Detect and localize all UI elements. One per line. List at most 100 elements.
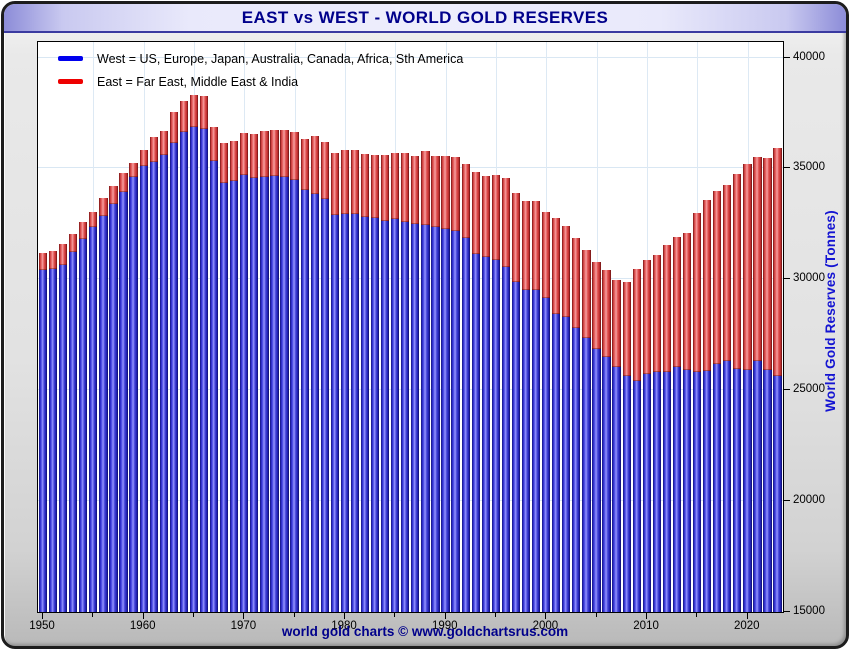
bar-1969-west — [230, 180, 239, 612]
bar-1955-west — [89, 227, 98, 612]
bar-2000-east — [542, 211, 551, 299]
bar-1994-west — [481, 257, 490, 612]
bar-2008-east — [622, 281, 631, 376]
bar-1956-west — [99, 216, 108, 612]
bar-1959-west — [129, 177, 138, 612]
x-tick-label-2010: 2010 — [633, 620, 659, 632]
x-major-tick-1990 — [444, 613, 446, 619]
bar-1983-west — [370, 218, 380, 612]
bar-1975-east — [290, 132, 299, 180]
bar-2017-west — [713, 363, 722, 612]
bar-1970 — [239, 42, 249, 612]
bar-1962-west — [159, 155, 168, 612]
bar-2015-east — [692, 213, 702, 373]
bar-2019 — [732, 42, 742, 612]
bar-1964-east — [179, 101, 189, 132]
bar-1973-east — [270, 129, 279, 177]
bar-1957 — [108, 42, 118, 612]
bar-2012-west — [662, 372, 672, 612]
x-tick-label-1970: 1970 — [230, 620, 257, 632]
bar-1964-west — [179, 131, 189, 612]
bar-1971-west — [250, 178, 259, 612]
bar-2000-west — [542, 298, 551, 612]
bar-2001-west — [552, 313, 561, 612]
x-minor-tick-1975 — [293, 613, 295, 617]
bar-1995-east — [491, 175, 500, 261]
bar-1979 — [330, 42, 340, 612]
bar-1967-east — [209, 127, 219, 161]
bar-1982-west — [360, 217, 370, 612]
bar-2004-east — [582, 249, 591, 339]
legend-item-east: East = Far East, Middle East & India — [58, 70, 463, 93]
bar-1997-east — [511, 192, 521, 282]
y-tick-label-15000: 15000 — [793, 605, 825, 617]
bar-2021-west — [753, 361, 762, 612]
bar-1962-east — [159, 130, 168, 156]
bar-1992-east — [461, 164, 470, 239]
bar-2016-east — [703, 199, 712, 372]
bar-2011 — [652, 42, 662, 612]
x-tick-label-2020: 2020 — [733, 620, 760, 632]
bar-2021-east — [753, 156, 762, 362]
bar-1978-east — [320, 141, 329, 200]
y-tick-label-25000: 25000 — [793, 383, 825, 396]
bar-2003-east — [572, 237, 581, 329]
bar-1988-west — [421, 224, 430, 612]
legend-east-label: East = Far East, Middle East & India — [97, 74, 299, 89]
x-major-tick-1970 — [243, 613, 245, 619]
bar-1986-west — [401, 221, 410, 612]
bar-1971 — [249, 42, 259, 612]
y-tick-35000 — [784, 167, 790, 169]
bar-1978-west — [320, 199, 329, 612]
h-gridline — [38, 56, 783, 58]
bar-1999-west — [531, 290, 541, 612]
bar-1959 — [129, 42, 139, 612]
bar-2022-east — [763, 158, 772, 371]
bar-1952-west — [59, 264, 68, 612]
bar-1988-east — [421, 150, 430, 225]
bar-1973 — [269, 42, 279, 612]
bar-1960 — [139, 42, 149, 612]
bar-2006-east — [602, 270, 611, 357]
bar-1996-west — [501, 267, 511, 612]
bar-1955 — [88, 42, 98, 612]
bar-1984-east — [381, 154, 390, 221]
bar-1959-east — [129, 162, 138, 178]
bar-1995-west — [491, 260, 500, 612]
bar-1999 — [531, 42, 541, 612]
bar-2009 — [632, 42, 642, 612]
bar-2020 — [742, 42, 752, 612]
bar-1951-east — [48, 250, 58, 270]
bar-1953 — [68, 42, 78, 612]
bar-1981 — [350, 42, 360, 612]
bar-2014-west — [682, 370, 692, 612]
bar-1965-east — [189, 95, 199, 128]
bar-2008 — [622, 42, 632, 612]
bar-1987 — [410, 42, 420, 612]
bar-1958-east — [119, 172, 128, 192]
bar-1964 — [179, 42, 189, 612]
bar-1983 — [370, 42, 380, 612]
x-major-tick-1980 — [344, 613, 346, 619]
bar-1968-east — [220, 142, 229, 183]
bar-2003 — [571, 42, 581, 612]
y-tick-20000 — [784, 500, 790, 502]
bar-2001 — [551, 42, 561, 612]
x-tick-label-1990: 1990 — [431, 620, 458, 632]
bar-2009-west — [632, 381, 641, 612]
bar-1986 — [400, 42, 410, 612]
title-bar: EAST vs WEST - WORLD GOLD RESERVES — [4, 4, 846, 33]
x-minor-tick-1995 — [495, 613, 497, 617]
bar-1992-west — [461, 238, 470, 612]
bar-1982-east — [360, 153, 370, 218]
bar-1977 — [310, 42, 320, 612]
y-tick-30000 — [784, 278, 790, 280]
bar-1975-west — [290, 179, 299, 612]
bar-1987-east — [411, 156, 420, 224]
bar-1997 — [511, 42, 521, 612]
bar-2018-west — [723, 361, 732, 612]
bar-1961 — [149, 42, 159, 612]
x-minor-tick-1955 — [92, 613, 94, 617]
bar-1981-west — [350, 213, 360, 612]
bar-1953-west — [69, 251, 78, 612]
